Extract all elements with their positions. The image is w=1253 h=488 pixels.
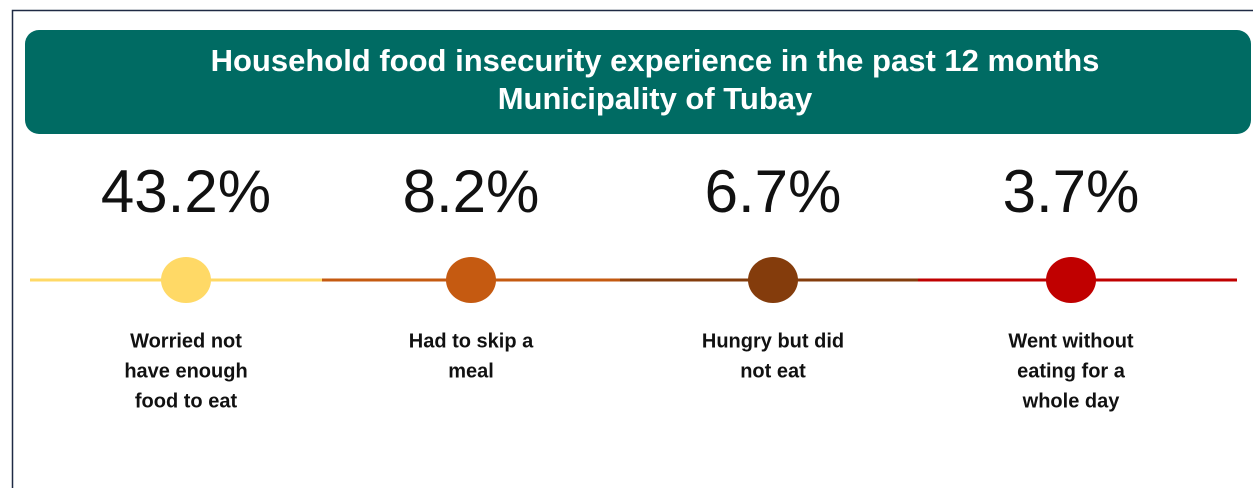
header-band (25, 30, 1251, 134)
item-label: Went without (1008, 330, 1133, 352)
item-label: meal (448, 360, 494, 382)
percentage: 8.2% (403, 158, 540, 225)
item-label: food to eat (135, 390, 238, 412)
marker-dot (748, 257, 798, 303)
item-label: Hungry but did (702, 330, 844, 352)
item-label: Worried not (130, 330, 242, 352)
item-label: have enough (124, 360, 247, 382)
item-label: Had to skip a (409, 330, 534, 352)
subtitle-line: Municipality of Tubay (498, 81, 813, 116)
marker-dot (446, 257, 496, 303)
frame (11, 9, 1253, 488)
percentage: 6.7% (705, 158, 842, 225)
percentage: 3.7% (1003, 158, 1140, 225)
items: 43.2% Worried not have enough food to eat 8.… (101, 158, 1139, 412)
marker-dot (1046, 257, 1096, 303)
item-label: not eat (740, 360, 806, 382)
marker-dot (161, 257, 211, 303)
item-label: eating for a (1017, 360, 1126, 382)
title-line: Household food insecurity experience in … (211, 43, 1100, 78)
item-label: whole day (1022, 390, 1121, 412)
percentage: 43.2% (101, 158, 271, 225)
